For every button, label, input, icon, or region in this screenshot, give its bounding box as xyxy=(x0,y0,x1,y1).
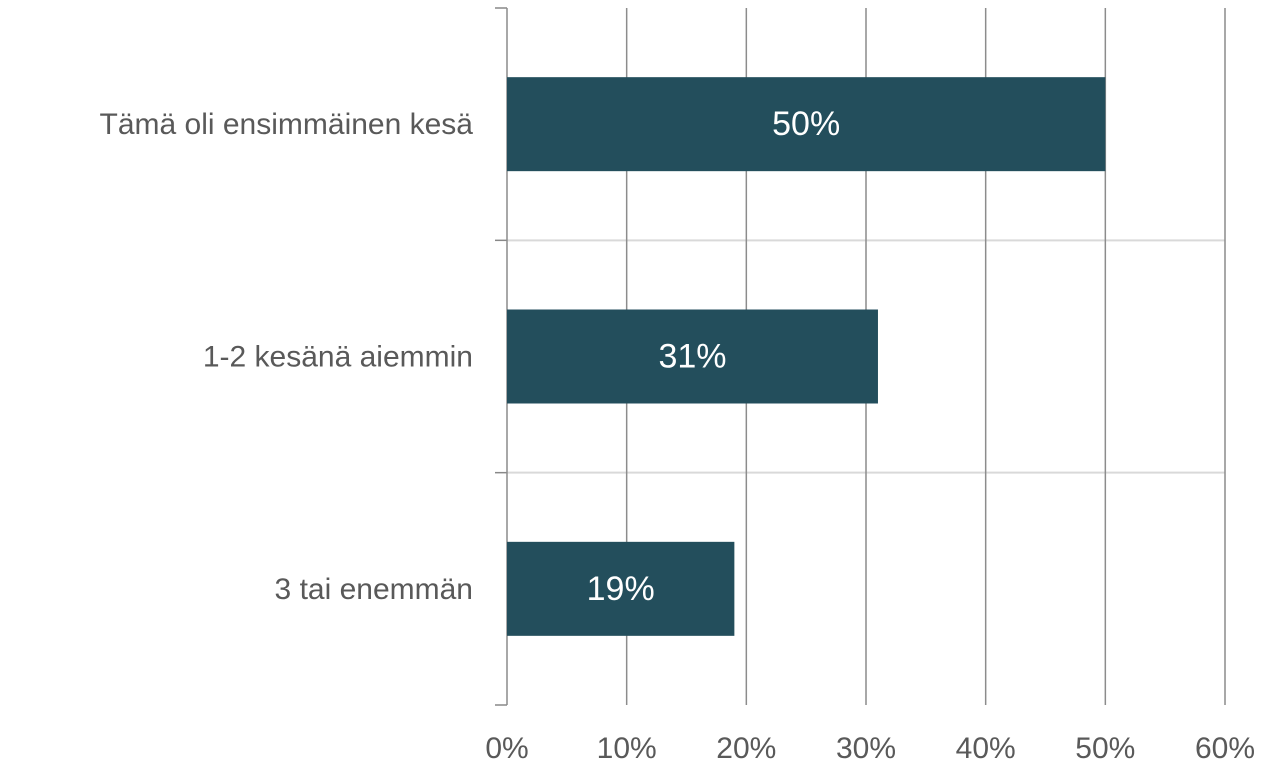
data-label: 19% xyxy=(587,570,655,608)
x-tick-label: 20% xyxy=(716,732,776,765)
x-tick-label: 50% xyxy=(1075,732,1135,765)
data-label: 50% xyxy=(772,105,840,143)
y-tick-label: Tämä oli ensimmäinen kesä xyxy=(100,108,474,141)
data-label: 31% xyxy=(658,337,726,375)
x-tick-label: 10% xyxy=(597,732,657,765)
bar xyxy=(507,541,735,636)
bar xyxy=(507,77,1106,172)
x-tick-label: 30% xyxy=(836,732,896,765)
x-tick-label: 60% xyxy=(1195,732,1255,765)
x-tick-label: 40% xyxy=(956,732,1016,765)
x-tick-label: 0% xyxy=(485,732,528,765)
y-tick-label: 3 tai enemmän xyxy=(275,573,473,606)
y-tick-label: 1-2 kesänä aiemmin xyxy=(203,340,473,373)
bar xyxy=(507,309,878,404)
